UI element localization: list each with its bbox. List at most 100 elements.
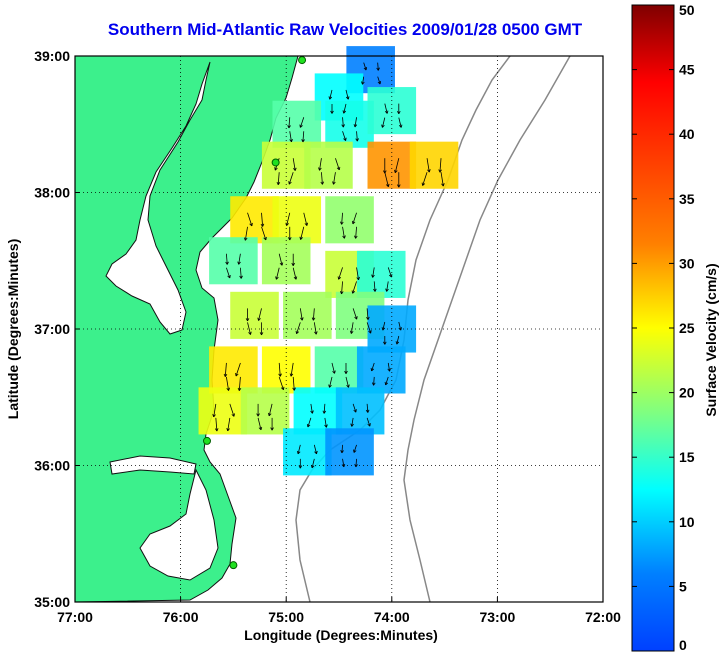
velocity-arrow-head — [238, 387, 242, 391]
velocity-arrow — [356, 131, 358, 142]
velocity-arrow-head — [342, 235, 345, 239]
velocity-arrow-head — [318, 167, 320, 171]
velocity-arrow — [307, 417, 312, 428]
velocity-arrow — [288, 117, 291, 129]
velocity-arrow-head — [270, 427, 273, 431]
velocity-arrow-head — [307, 424, 311, 428]
velocity-arrow-head — [345, 96, 349, 100]
velocity-arrow-head — [257, 413, 260, 417]
velocity-arrow — [394, 158, 400, 173]
velocity-arrow — [371, 362, 375, 372]
velocity-arrow-head — [306, 423, 309, 428]
station-marker — [298, 56, 307, 65]
velocity-arrow-head — [293, 387, 296, 391]
velocity-arrow — [261, 212, 264, 227]
velocity-arrow — [235, 362, 241, 377]
y-tick-label: 38:00 — [34, 185, 70, 201]
velocity-arrow-head — [332, 181, 334, 185]
velocity-arrow-head — [299, 124, 301, 128]
velocity-arrow-head — [384, 341, 387, 345]
velocity-arrow-head — [370, 330, 372, 334]
velocity-arrow — [299, 117, 305, 128]
velocity-arrow-head — [398, 184, 401, 188]
velocity-arrow — [350, 322, 354, 334]
colorbar-tick-label: 45 — [679, 62, 695, 78]
velocity-arrow-head — [374, 288, 377, 292]
velocity-arrow-head — [291, 138, 293, 143]
velocity-arrow-head — [314, 451, 317, 455]
velocity-arrow-head — [438, 169, 441, 173]
velocity-arrow-head — [385, 288, 387, 292]
velocity-arrow-head — [214, 428, 218, 432]
velocity-arrow-head — [343, 463, 346, 467]
velocity-arrow — [353, 444, 357, 453]
velocity-arrow-head — [227, 428, 230, 432]
velocity-arrow — [227, 417, 231, 431]
velocity-arrow-head — [397, 110, 400, 114]
velocity-arrow-head — [274, 167, 276, 171]
velocity-arrow-head — [281, 262, 284, 266]
colorbar-tick-label: 40 — [679, 126, 695, 142]
isobath-line — [403, 56, 571, 602]
velocity-arrow — [341, 281, 343, 294]
x-tick-label: 76:00 — [163, 609, 199, 625]
velocity-arrow-head — [350, 330, 354, 334]
velocity-arrow-head — [306, 222, 309, 226]
velocity-arrow-head — [344, 235, 346, 239]
velocity-arrow — [319, 158, 322, 171]
velocity-arrow — [261, 226, 267, 241]
velocity-arrow-head — [288, 125, 291, 129]
velocity-arrow-head — [294, 167, 297, 171]
velocity-arrow-head — [341, 291, 344, 295]
velocity-arrow-head — [328, 384, 330, 388]
velocity-arrow — [366, 322, 372, 334]
velocity-arrow-head — [323, 410, 327, 414]
velocity-arrow-head — [313, 317, 316, 321]
velocity-arrow-head — [257, 317, 259, 321]
velocity-cell — [230, 291, 279, 339]
velocity-arrow-head — [329, 96, 333, 100]
velocity-cell — [356, 346, 406, 394]
velocity-arrow-head — [239, 275, 242, 279]
velocity-arrow-head — [427, 169, 430, 173]
velocity-arrow-head — [260, 223, 263, 227]
velocity-arrow — [355, 458, 357, 467]
velocity-arrow-head — [268, 413, 272, 417]
colorbar-tick-label: 50 — [679, 2, 695, 18]
velocity-arrow-head — [226, 427, 229, 432]
velocity-arrow — [226, 376, 229, 391]
velocity-arrow-head — [277, 182, 281, 185]
velocity-cell — [230, 196, 279, 244]
velocity-arrow — [278, 253, 283, 266]
velocity-cell — [304, 141, 353, 189]
velocity-arrow — [355, 226, 357, 239]
velocity-arrow-head — [377, 67, 380, 71]
velocity-arrow-head — [229, 274, 231, 279]
velocity-arrow — [296, 322, 301, 334]
velocity-arrow-head — [289, 373, 292, 377]
velocity-arrow-head — [228, 387, 230, 391]
velocity-arrow-head — [291, 262, 294, 266]
velocity-arrow — [426, 158, 430, 173]
velocity-arrow-head — [289, 237, 292, 241]
chesapeake-bay — [105, 61, 211, 335]
velocity-arrow-head — [223, 373, 226, 377]
velocity-arrow-head — [331, 110, 334, 114]
velocity-arrow-head — [322, 410, 325, 414]
velocity-arrow — [439, 158, 442, 173]
velocity-arrow-head — [286, 223, 289, 226]
velocity-arrow-head — [365, 67, 368, 71]
velocity-arrow — [377, 76, 381, 85]
velocity-arrow-head — [316, 450, 318, 454]
velocity-arrow-head — [354, 316, 357, 320]
velocity-arrow-head — [428, 169, 431, 173]
velocity-arrow-head — [263, 237, 267, 241]
velocity-arrow-head — [356, 316, 358, 320]
x-tick-label: 74:00 — [374, 609, 410, 625]
velocity-arrow-head — [248, 332, 251, 335]
velocity-arrow — [278, 376, 284, 390]
x-axis-ticks: 77:00 76:00 75:00 74:00 73:00 72:00 — [57, 597, 621, 625]
velocity-arrow-head — [355, 409, 357, 413]
velocity-arrow — [373, 281, 376, 292]
velocity-arrow-head — [300, 317, 303, 321]
